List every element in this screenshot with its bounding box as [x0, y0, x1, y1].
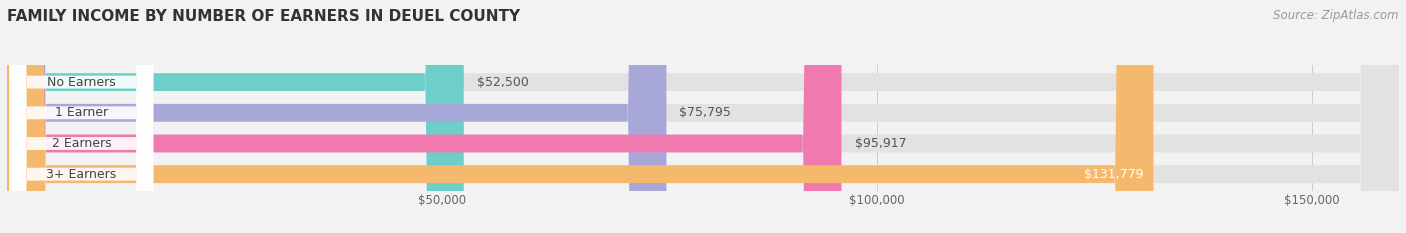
Text: 3+ Earners: 3+ Earners [46, 168, 117, 181]
FancyBboxPatch shape [7, 0, 666, 233]
FancyBboxPatch shape [7, 0, 1399, 233]
FancyBboxPatch shape [7, 0, 841, 233]
Text: No Earners: No Earners [46, 76, 115, 89]
FancyBboxPatch shape [7, 0, 1399, 233]
Text: 1 Earner: 1 Earner [55, 106, 108, 119]
Text: FAMILY INCOME BY NUMBER OF EARNERS IN DEUEL COUNTY: FAMILY INCOME BY NUMBER OF EARNERS IN DE… [7, 9, 520, 24]
FancyBboxPatch shape [7, 0, 464, 233]
FancyBboxPatch shape [7, 0, 1399, 233]
FancyBboxPatch shape [10, 0, 153, 233]
Text: 2 Earners: 2 Earners [52, 137, 111, 150]
FancyBboxPatch shape [7, 0, 1153, 233]
Text: $131,779: $131,779 [1084, 168, 1143, 181]
Text: $52,500: $52,500 [477, 76, 529, 89]
Text: $95,917: $95,917 [855, 137, 905, 150]
FancyBboxPatch shape [7, 0, 1399, 233]
Text: $75,795: $75,795 [679, 106, 731, 119]
FancyBboxPatch shape [10, 0, 153, 233]
FancyBboxPatch shape [10, 0, 153, 233]
Text: Source: ZipAtlas.com: Source: ZipAtlas.com [1274, 9, 1399, 22]
FancyBboxPatch shape [10, 0, 153, 233]
